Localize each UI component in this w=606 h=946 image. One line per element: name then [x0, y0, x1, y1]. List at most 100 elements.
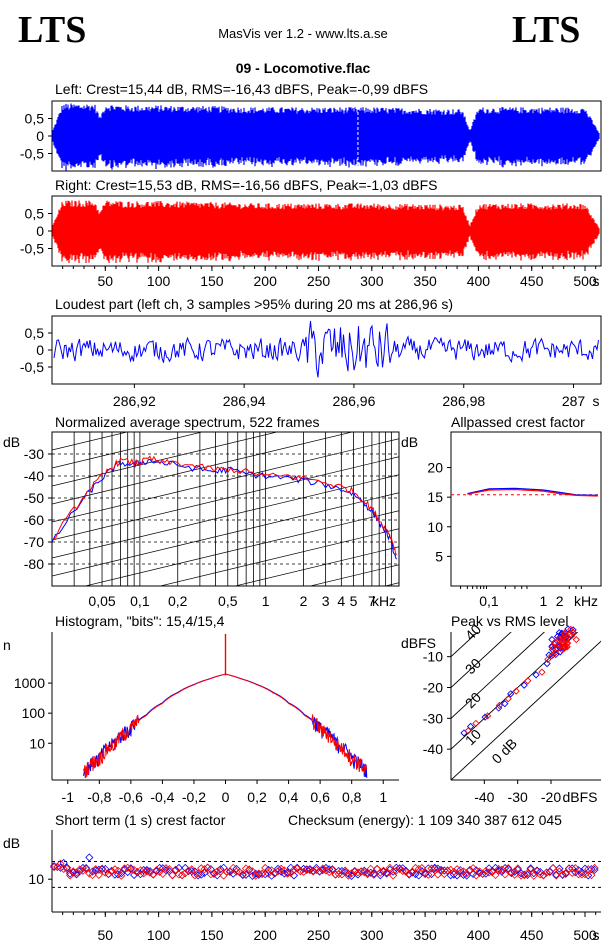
- short-crest-point: [59, 864, 68, 874]
- short-crest-point: [584, 865, 593, 874]
- short-crest-point: [427, 864, 436, 873]
- short-crest-point: [267, 871, 276, 880]
- peak-rms-crest-lines: [451, 632, 601, 780]
- short-crest-point: [357, 867, 366, 876]
- short-crest-point: [373, 864, 382, 874]
- loudest-xtick-label: 286,92: [113, 393, 156, 409]
- app-title: MasVis ver 1.2 - www.lts.a.se: [218, 26, 388, 41]
- short-crest-ylabel: dB: [3, 835, 20, 851]
- short-crest-point: [430, 863, 439, 872]
- spectrum-xtick-label: 2: [300, 593, 308, 609]
- short-crest-point: [590, 863, 599, 873]
- short-crest-point: [293, 864, 302, 873]
- crest-ylabel: dB: [401, 434, 418, 450]
- loudest-ytick-label: 0,5: [25, 325, 45, 341]
- short-crest-point: [369, 869, 379, 878]
- peak-rms-ytick-label: -40: [423, 741, 443, 757]
- short-crest-point: [107, 867, 116, 876]
- short-crest-point: [241, 870, 251, 879]
- short-crest-point: [104, 870, 113, 879]
- short-crest-point: [273, 867, 283, 876]
- peak-rms-ytick-label: -20: [423, 680, 443, 696]
- short-crest-point: [328, 865, 337, 875]
- spectrum-diagonal: [52, 259, 399, 342]
- short-crest-point: [197, 870, 206, 879]
- spectrum-grid: [52, 259, 399, 774]
- peak-rms-point: [464, 727, 472, 735]
- short-crest-point: [206, 870, 215, 879]
- short-crest-point: [248, 871, 257, 880]
- short-crest-point: [421, 869, 430, 878]
- short-crest-point: [270, 868, 279, 877]
- crest-ytick-label: 15: [427, 489, 443, 505]
- short-crest-point: [193, 869, 203, 878]
- spectrum-xtick-label: 1: [262, 593, 270, 609]
- peak-rms-point: [561, 630, 569, 638]
- spectrum-xtick-label: 7: [368, 593, 376, 609]
- short-crest-point: [465, 865, 474, 874]
- short-crest-right-points: [50, 859, 599, 880]
- spectrum-diagonal: [52, 691, 399, 774]
- short-crest-point: [309, 866, 318, 875]
- short-crest-point: [405, 869, 414, 878]
- crest-line-label: 40: [462, 621, 484, 643]
- spectrum-xtick-label: 0,2: [168, 593, 188, 609]
- short-crest-point: [78, 866, 87, 875]
- short-crest-point: [289, 865, 299, 874]
- peak-rms-point: [520, 681, 528, 689]
- crest-line-label: 10: [462, 726, 484, 748]
- short-crest-point: [485, 868, 494, 877]
- short-crest-point: [475, 867, 484, 876]
- short-crest-point: [222, 867, 231, 876]
- short-crest-point: [238, 870, 247, 880]
- peak-rms-point: [501, 700, 509, 708]
- short-crest-point: [520, 871, 529, 880]
- short-crest-xtick-label: 100: [147, 927, 171, 943]
- short-crest-point: [500, 870, 510, 879]
- crest-factor-title: Allpassed crest factor: [451, 414, 585, 430]
- spectrum-xtick-label: 0,5: [218, 593, 238, 609]
- histogram-xtick-label: -0,8: [87, 789, 111, 805]
- loudest-ytick-label: 0: [36, 342, 44, 358]
- histogram-ytick-label: 1000: [14, 675, 45, 691]
- short-crest-point: [94, 870, 103, 879]
- spectrum-ytick-label: -80: [24, 556, 44, 572]
- short-crest-point: [171, 865, 180, 874]
- time-tick-label: 400: [467, 273, 491, 289]
- short-crest-point: [133, 867, 142, 876]
- short-crest-point: [174, 870, 183, 879]
- peak-rms-point: [549, 651, 557, 659]
- short-crest-point: [62, 864, 71, 873]
- peak-rms-point: [548, 643, 556, 651]
- peak-rms-point: [558, 640, 567, 648]
- loudest-xtick-label: 286,98: [442, 393, 485, 409]
- short-crest-point: [283, 868, 292, 877]
- short-crest-point: [491, 870, 500, 880]
- peak-rms-point: [532, 671, 540, 679]
- short-crest-point: [209, 869, 219, 878]
- time-unit: s: [593, 273, 600, 289]
- short-crest-point: [59, 858, 68, 868]
- short-crest-point: [449, 867, 458, 876]
- short-crest-point: [264, 865, 273, 875]
- short-crest-point: [526, 865, 535, 874]
- peak-rms-point: [495, 701, 503, 710]
- peak-rms-point: [481, 713, 489, 721]
- short-crest-point: [219, 871, 228, 880]
- short-crest-point: [344, 871, 353, 880]
- loudest-xunit: s: [593, 393, 600, 409]
- histogram-xtick-label: 0,6: [310, 789, 330, 805]
- left-waveform-signal: [52, 103, 600, 171]
- short-crest-point: [200, 865, 209, 874]
- short-crest-point: [50, 862, 59, 871]
- short-crest-point: [203, 863, 212, 872]
- short-term-crest-title: Short term (1 s) crest factor: [55, 812, 226, 828]
- short-crest-point: [155, 863, 164, 872]
- short-crest-point: [325, 867, 334, 877]
- peak-rms-point: [556, 634, 564, 643]
- spectrum-ytick-label: -30: [24, 446, 44, 462]
- short-crest-point: [91, 865, 100, 874]
- peak-rms-point: [466, 722, 475, 731]
- short-crest-point: [286, 868, 295, 877]
- histogram-xtick-label: 0,2: [247, 789, 267, 805]
